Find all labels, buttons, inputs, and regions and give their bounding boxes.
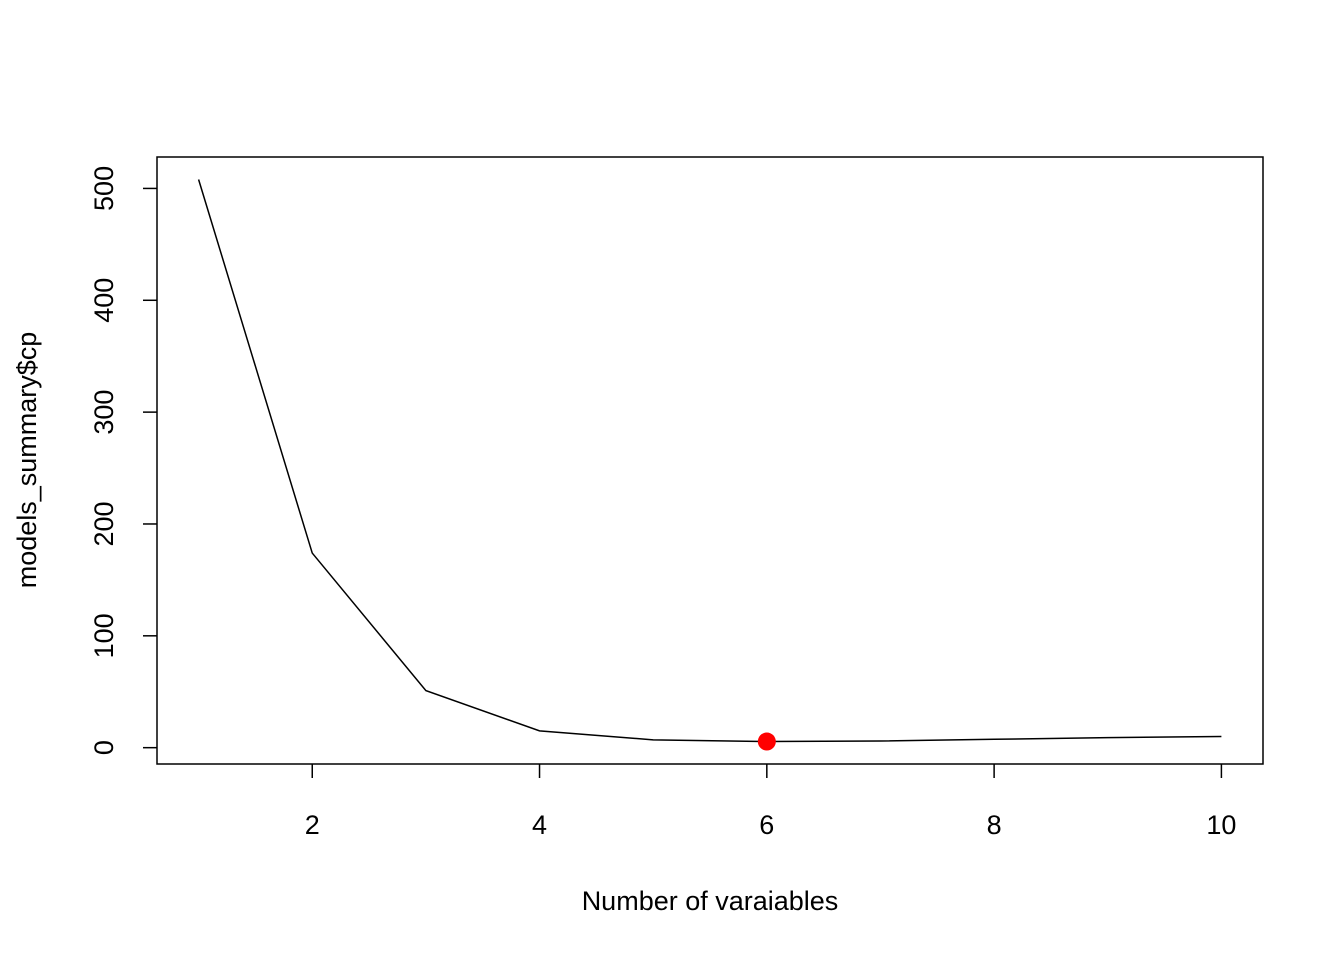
x-tick-label: 8 xyxy=(987,810,1002,840)
x-tick-label: 2 xyxy=(305,810,320,840)
y-axis-label: models_summary$cp xyxy=(12,332,42,589)
plot-box xyxy=(156,156,1264,765)
y-tick-label: 100 xyxy=(89,613,119,658)
x-tick-label: 10 xyxy=(1206,810,1236,840)
y-tick-label: 500 xyxy=(89,166,119,211)
highlight-point xyxy=(757,732,776,751)
line xyxy=(197,179,1222,743)
x-tick-label: 4 xyxy=(532,810,547,840)
y-tick-label: 400 xyxy=(89,278,119,323)
y-tick-label: 200 xyxy=(89,501,119,546)
y-tick-label: 0 xyxy=(89,740,119,755)
x-axis-label: Number of varaiables xyxy=(582,886,839,916)
y-tick-label: 300 xyxy=(89,390,119,435)
x-tick-label: 6 xyxy=(759,810,774,840)
